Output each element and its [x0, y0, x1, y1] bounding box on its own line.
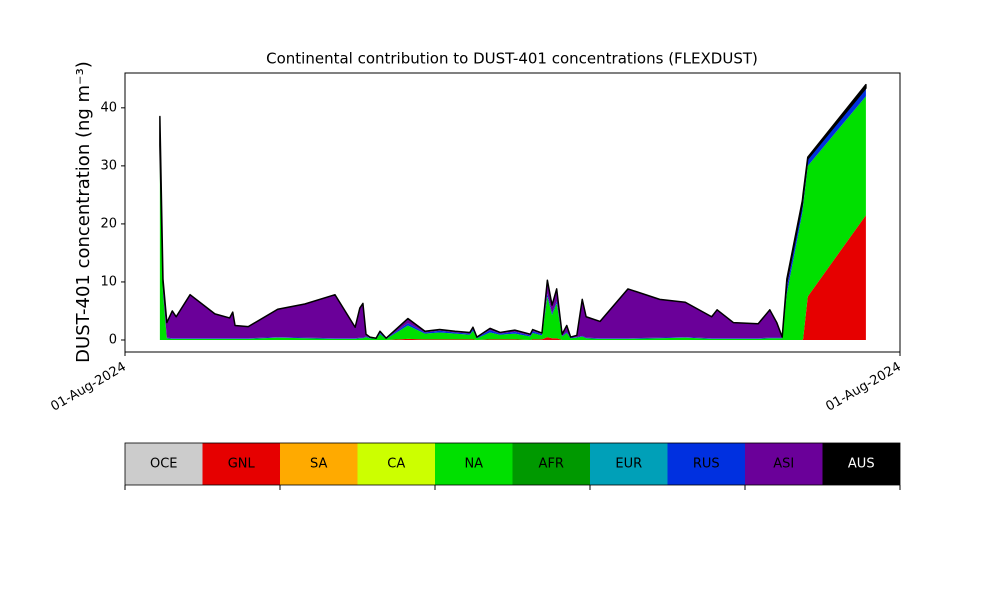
legend-swatch [745, 443, 823, 485]
legend-label: CA [387, 457, 405, 472]
x-tick-label: 01-Aug-2024 [48, 360, 128, 415]
chart-title: Continental contribution to DUST-401 con… [266, 50, 758, 68]
y-tick-label: 40 [100, 100, 117, 115]
area [159, 88, 866, 339]
y-tick-label: 0 [109, 332, 117, 347]
legend-label: AFR [539, 457, 564, 472]
y-tick-label: 20 [100, 216, 117, 231]
legend-swatch [667, 443, 745, 485]
legend-swatch [822, 443, 900, 485]
legend-label: GNL [228, 457, 256, 472]
x-tick-label: 01-Aug-2024 [823, 360, 903, 415]
legend-label: OCE [150, 457, 178, 472]
y-axis-label: DUST-401 concentration (ng m⁻³) [73, 61, 94, 363]
plot-frame [124, 72, 901, 353]
legend-frame [124, 442, 901, 486]
area [159, 96, 866, 339]
area [159, 96, 866, 340]
legend-label: AUS [848, 457, 875, 472]
legend-swatch [357, 443, 435, 485]
y-tick-label: 10 [100, 274, 117, 289]
legend-swatch [125, 443, 203, 485]
legend-swatch [280, 443, 358, 485]
y-tick-label: 30 [100, 158, 117, 173]
legend-swatch [202, 443, 280, 485]
legend-label: EUR [615, 457, 642, 472]
legend-swatch [435, 443, 513, 485]
legend-label: NA [464, 457, 483, 472]
legend-label: ASI [773, 457, 794, 472]
area [159, 83, 867, 339]
legend-label: RUS [693, 457, 720, 472]
legend-swatch [512, 443, 590, 485]
area [159, 88, 866, 339]
legend-label: SA [310, 457, 327, 472]
area [159, 96, 866, 339]
legend-swatch [590, 443, 668, 485]
